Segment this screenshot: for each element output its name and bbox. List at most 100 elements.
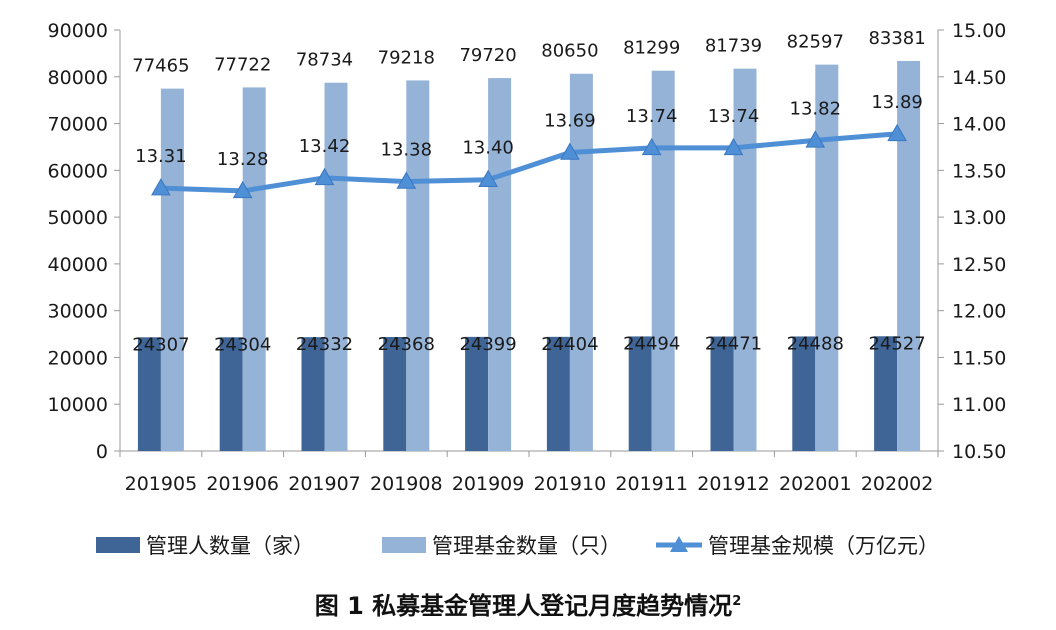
bar-manager-count: [383, 337, 407, 451]
data-label-manager-count: 24471: [705, 334, 762, 355]
point-fund-scale: [314, 167, 335, 186]
data-label-fund-scale: 13.31: [135, 146, 187, 167]
y-left-tick-label: 40000: [48, 254, 108, 276]
bar-manager-count: [628, 336, 652, 451]
y-right-tick-label: 13.00: [952, 207, 1006, 229]
y-left-tick-label: 50000: [48, 207, 108, 229]
y-right-tick-label: 12.00: [952, 301, 1006, 323]
caption-superscript: 2: [732, 594, 742, 609]
data-label-fund-count: 78734: [296, 50, 353, 71]
point-fund-scale: [560, 142, 580, 160]
caption-text: 图 1 私募基金管理人登记月度趋势情况: [314, 592, 733, 620]
y-left-tick-label: 0: [96, 441, 108, 463]
legend-label-manager-count: 管理人数量（家）: [146, 534, 314, 558]
data-label-manager-count: 24527: [868, 333, 925, 354]
line-fund-scale: [160, 131, 898, 194]
x-tick-label: 201911: [615, 473, 688, 495]
point-fund-scale: [151, 178, 171, 196]
data-label-fund-scale: 13.28: [217, 149, 269, 170]
y-right-tick-label: 15.00: [952, 20, 1006, 42]
x-tick-label: 201907: [288, 473, 361, 495]
legend-label-fund-count: 管理基金数量（只）: [432, 534, 621, 558]
y-left-tick-label: 90000: [48, 20, 108, 42]
x-tick-label: 201906: [206, 473, 279, 495]
y-right-tick-label: 10.50: [952, 441, 1006, 463]
data-label-fund-scale: 13.38: [381, 140, 433, 161]
x-tick-label: 201909: [452, 473, 525, 495]
data-label-fund-count: 80650: [541, 41, 598, 62]
bar-fund-count: [324, 82, 348, 452]
point-fund-scale: [887, 123, 907, 142]
data-label-fund-scale: 13.74: [708, 106, 760, 127]
data-label-fund-count: 79720: [459, 45, 516, 66]
bar-fund-count: [406, 80, 430, 452]
data-label-fund-count: 77465: [132, 56, 189, 77]
bar-fund-count: [897, 60, 921, 451]
bar-manager-count: [792, 336, 816, 451]
data-label-fund-scale: 13.82: [790, 98, 842, 119]
x-tick-label: 201912: [697, 473, 770, 495]
y-right-tick-label: 13.50: [952, 160, 1006, 182]
y-right-tick-label: 14.50: [952, 67, 1006, 89]
data-label-fund-scale: 13.89: [871, 92, 923, 113]
data-label-fund-scale: 13.74: [626, 106, 678, 127]
chart: 0 10000 20000 30000 40000 50000 60000 70000 8000…: [48, 20, 1007, 558]
data-label-manager-count: 24488: [787, 333, 844, 354]
data-label-manager-count: 24332: [296, 334, 353, 355]
point-fund-scale: [396, 171, 417, 189]
y-left-tick-label: 60000: [48, 160, 108, 182]
bar-fund-count: [242, 87, 266, 452]
data-label-fund-count: 82597: [787, 32, 844, 53]
legend-label-fund-scale: 管理基金规模（万亿元）: [708, 534, 939, 558]
x-tick-label: 201908: [370, 473, 443, 495]
bar-manager-count: [710, 336, 734, 451]
data-label-manager-count: 24494: [623, 333, 680, 354]
bar-manager-count: [546, 336, 570, 451]
x-tick-label: 201905: [125, 473, 198, 495]
bar-fund-count: [651, 70, 675, 451]
legend-swatch-fund-scale-marker: [670, 536, 688, 552]
y-right-tick-label: 12.50: [952, 254, 1006, 276]
point-fund-scale: [232, 180, 253, 199]
data-label-manager-count: 24404: [541, 334, 598, 355]
figure-caption: 图 1 私募基金管理人登记月度趋势情况2: [0, 586, 1056, 621]
data-label-manager-count: 24368: [378, 334, 435, 355]
data-label-fund-count: 77722: [214, 54, 271, 75]
y-left-tick-label: 30000: [48, 301, 108, 323]
data-label-manager-count: 24304: [214, 334, 271, 355]
bar-fund-count: [160, 88, 184, 451]
legend-swatch-fund-count: [382, 537, 426, 553]
data-label-fund-scale: 13.42: [299, 136, 351, 157]
y-right-tick-label: 14.00: [952, 114, 1006, 136]
y-right-tick-label: 11.50: [952, 347, 1006, 369]
point-fund-scale: [805, 130, 826, 148]
x-tick-label: 201910: [534, 473, 607, 495]
bar-fund-count: [569, 73, 593, 452]
data-label-fund-count: 79218: [378, 47, 435, 68]
data-label-fund-scale: 13.69: [544, 111, 596, 132]
bar-manager-count: [874, 336, 898, 451]
data-label-manager-count: 24399: [459, 334, 516, 355]
y-left-tick-label: 20000: [48, 347, 108, 369]
point-fund-scale: [478, 169, 498, 187]
data-label-fund-count: 83381: [868, 28, 925, 49]
data-label-manager-count: 24307: [132, 334, 189, 355]
point-fund-scale: [723, 137, 744, 156]
bar-manager-count: [219, 337, 243, 451]
data-label-fund-count: 81739: [705, 36, 762, 57]
y-left-tick-label: 80000: [48, 67, 108, 89]
x-tick-label: 202002: [861, 473, 934, 495]
data-label-fund-count: 81299: [623, 38, 680, 59]
bar-fund-count: [488, 78, 512, 451]
bar-manager-count: [137, 337, 161, 451]
y-left-tick-label: 70000: [48, 114, 108, 136]
data-label-fund-scale: 13.40: [462, 138, 514, 159]
point-fund-scale: [641, 137, 662, 156]
bar-manager-count: [301, 337, 325, 451]
y-right-tick-label: 11.00: [952, 394, 1006, 416]
bar-fund-count: [733, 68, 757, 451]
legend-swatch-manager-count: [96, 537, 140, 553]
bar-manager-count: [465, 336, 489, 451]
x-tick-label: 202001: [779, 473, 852, 495]
bar-fund-count: [815, 64, 839, 452]
